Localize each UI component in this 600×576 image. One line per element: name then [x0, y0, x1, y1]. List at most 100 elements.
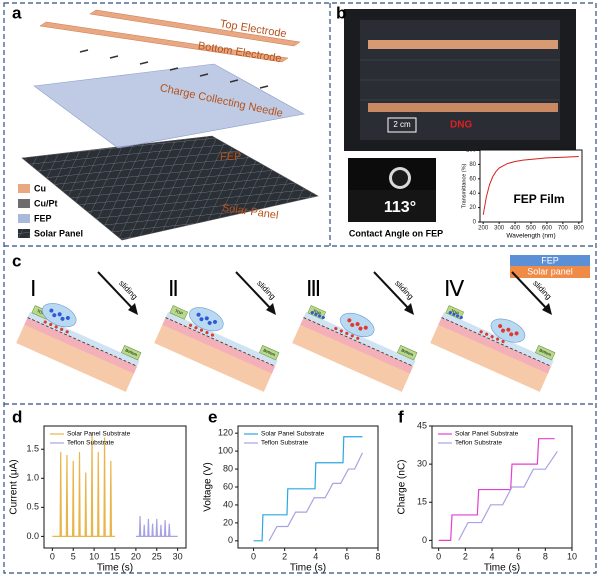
y-tick-label: 40: [469, 191, 476, 197]
solar-layer: [162, 317, 276, 374]
substrate: [154, 322, 273, 392]
electrode-label: Bottom: [125, 347, 139, 357]
electrode-label: Bottom: [539, 347, 553, 357]
contact-angle-image: [348, 158, 436, 222]
series-line: [253, 436, 363, 542]
charge: [495, 337, 500, 341]
y-tick-label: 0: [473, 220, 477, 226]
substrate: [292, 322, 411, 392]
x-tick-label: 10: [89, 551, 99, 561]
x-tick-label: 600: [542, 226, 553, 232]
legend-text: Teflon Substrate: [455, 440, 502, 447]
charge: [448, 311, 452, 315]
charge: [65, 315, 70, 320]
x-axis-label: Wavelength (nm): [506, 233, 555, 240]
stage-diagram: TOP Bottom: [292, 305, 418, 392]
charge: [514, 331, 519, 336]
charge: [204, 316, 209, 321]
charge: [350, 334, 354, 338]
legend-text: Teflon Substrate: [67, 440, 114, 447]
charge: [479, 330, 483, 334]
y-tick-label: 80: [223, 463, 233, 473]
charge: [339, 329, 343, 333]
bottom-electrode: [121, 345, 142, 361]
charge: [43, 320, 47, 324]
charge: [213, 319, 218, 324]
x-axis-label: Time (s): [484, 563, 520, 574]
x-tick-label: 0: [251, 551, 256, 561]
arrow: [511, 271, 549, 311]
stage-numeral: Ⅲ: [306, 276, 321, 301]
series-line: [482, 155, 579, 215]
y-tick-label: 120: [218, 428, 233, 438]
y-tick-label: 0: [228, 535, 233, 545]
arrow: [97, 271, 135, 311]
scale-bar: 2 cm: [393, 120, 411, 129]
panel-label: a: [12, 3, 22, 22]
y-tick-label: 40: [223, 499, 233, 509]
charge: [498, 324, 503, 329]
x-tick-label: 5: [71, 551, 76, 561]
legend-swatch: [510, 255, 590, 266]
charge: [459, 315, 463, 320]
legend-text: Cu/Pt: [34, 198, 58, 208]
charge: [334, 326, 338, 331]
x-tick-label: 6: [516, 551, 521, 561]
charge: [49, 308, 54, 313]
legend-text: Solar Panel Substrate: [67, 431, 131, 438]
charge: [345, 331, 349, 336]
y-axis-label: Charge (nC): [397, 459, 408, 514]
arrow: [235, 271, 273, 311]
legend-text: Solar Panel Substrate: [455, 431, 519, 438]
charge: [65, 330, 69, 334]
charge: [60, 327, 64, 331]
stage-diagram: TOP Bottom: [154, 305, 280, 392]
charge: [54, 325, 58, 329]
solar-layer: [300, 317, 414, 374]
y-tick-label: 30: [417, 459, 427, 469]
electrode-label: Bottom: [263, 347, 277, 357]
panel-label: d: [12, 407, 22, 426]
stage-diagram: TOP Bottom: [430, 305, 556, 392]
y-tick-label: 80: [469, 162, 476, 168]
x-tick-label: 300: [494, 226, 505, 232]
panel-label: c: [12, 251, 21, 270]
legend-text: FEP: [34, 213, 52, 223]
electrode-label: TOP: [450, 308, 460, 316]
x-tick-label: 20: [131, 551, 141, 561]
stage-numeral: Ⅱ: [168, 276, 179, 301]
top-electrode: [307, 305, 327, 320]
electrode-label: TOP: [36, 308, 46, 316]
charge: [57, 312, 62, 317]
annotation: FEP Film: [513, 192, 564, 206]
legend-text: Teflon Substrate: [261, 440, 308, 447]
panel-label: f: [398, 407, 404, 426]
charge: [452, 312, 456, 316]
x-axis-label: Time (s): [290, 563, 326, 574]
charge: [506, 327, 511, 332]
charge: [356, 336, 360, 340]
device-label: DNG: [450, 120, 472, 131]
charge: [509, 332, 514, 337]
stage-diagram: TOP Bottom: [16, 303, 142, 392]
x-tick-label: 4: [313, 551, 318, 561]
charge: [501, 328, 506, 333]
y-tick-label: 20: [223, 517, 233, 527]
x-tick-label: 700: [558, 226, 569, 232]
charge: [205, 331, 209, 335]
solar-layer: [24, 317, 138, 374]
top-electrode: [169, 305, 189, 320]
y-tick-label: 60: [223, 481, 233, 491]
panel-a-illustration: [18, 9, 319, 241]
series-line: [438, 438, 555, 541]
x-tick-label: 8: [375, 551, 380, 561]
substrate: [430, 322, 549, 392]
contact-angle: 113°: [384, 199, 416, 216]
x-tick-label: 10: [567, 551, 577, 561]
arrow-head: [266, 303, 276, 315]
x-tick-label: 0: [50, 551, 55, 561]
legend-text: Solar panel: [527, 266, 573, 276]
arrow: [373, 271, 411, 311]
x-tick-label: 30: [173, 551, 183, 561]
top-electrode: [445, 305, 465, 320]
